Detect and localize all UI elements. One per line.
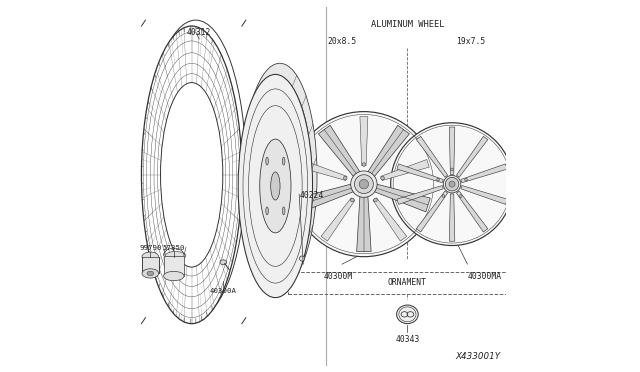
Circle shape <box>449 181 455 187</box>
Ellipse shape <box>266 157 268 165</box>
Circle shape <box>362 163 365 166</box>
Ellipse shape <box>266 207 268 215</box>
Circle shape <box>300 256 305 261</box>
Circle shape <box>444 175 461 193</box>
Polygon shape <box>461 186 508 204</box>
Circle shape <box>436 178 440 181</box>
Polygon shape <box>381 160 429 180</box>
Circle shape <box>291 112 436 257</box>
Circle shape <box>344 176 347 180</box>
Text: X433001Y: X433001Y <box>455 352 500 361</box>
Text: ORNAMENT: ORNAMENT <box>388 278 427 287</box>
Ellipse shape <box>147 271 154 276</box>
Polygon shape <box>449 127 455 174</box>
Circle shape <box>390 123 513 246</box>
Polygon shape <box>397 186 444 204</box>
Ellipse shape <box>282 207 285 215</box>
Polygon shape <box>368 125 410 176</box>
Bar <box>164 256 184 276</box>
Circle shape <box>460 195 462 198</box>
Polygon shape <box>321 198 355 241</box>
Circle shape <box>451 168 453 171</box>
Polygon shape <box>416 191 447 232</box>
Ellipse shape <box>260 139 291 233</box>
Polygon shape <box>318 125 360 176</box>
Circle shape <box>351 198 354 202</box>
Circle shape <box>374 198 377 202</box>
Text: 19x7.5: 19x7.5 <box>456 37 485 46</box>
Polygon shape <box>298 184 353 212</box>
Text: 40300MA: 40300MA <box>467 272 502 280</box>
Ellipse shape <box>397 305 418 324</box>
Circle shape <box>465 178 467 181</box>
Polygon shape <box>298 160 347 180</box>
Polygon shape <box>356 196 371 251</box>
Polygon shape <box>416 136 447 177</box>
Polygon shape <box>373 198 407 241</box>
Ellipse shape <box>142 269 159 278</box>
Text: 99790: 99790 <box>139 245 162 251</box>
Text: 20x8.5: 20x8.5 <box>328 37 356 46</box>
Text: 40300A: 40300A <box>210 288 237 294</box>
Ellipse shape <box>238 74 312 298</box>
Ellipse shape <box>243 63 317 286</box>
Ellipse shape <box>141 26 242 324</box>
Circle shape <box>442 195 445 198</box>
Polygon shape <box>360 117 368 166</box>
Ellipse shape <box>161 83 223 267</box>
Circle shape <box>351 171 377 197</box>
Text: ALUMINUM WHEEL: ALUMINUM WHEEL <box>371 20 444 29</box>
Polygon shape <box>461 164 508 183</box>
Text: 40343: 40343 <box>396 335 420 344</box>
Text: 40312: 40312 <box>187 28 211 37</box>
Bar <box>287 272 517 294</box>
Circle shape <box>359 179 369 189</box>
Ellipse shape <box>142 252 159 262</box>
Ellipse shape <box>220 260 227 265</box>
Text: 40300M: 40300M <box>324 272 353 280</box>
Ellipse shape <box>282 157 285 165</box>
Ellipse shape <box>164 272 184 281</box>
Ellipse shape <box>271 172 280 200</box>
Circle shape <box>355 175 373 193</box>
Text: 40224: 40224 <box>300 191 324 200</box>
Polygon shape <box>456 136 488 177</box>
Ellipse shape <box>165 251 186 260</box>
Text: 57350: 57350 <box>163 245 185 251</box>
Polygon shape <box>449 194 455 241</box>
Polygon shape <box>397 164 444 183</box>
Polygon shape <box>456 191 488 232</box>
Polygon shape <box>374 184 430 212</box>
Bar <box>142 257 159 273</box>
Circle shape <box>381 176 385 180</box>
Circle shape <box>445 177 459 191</box>
